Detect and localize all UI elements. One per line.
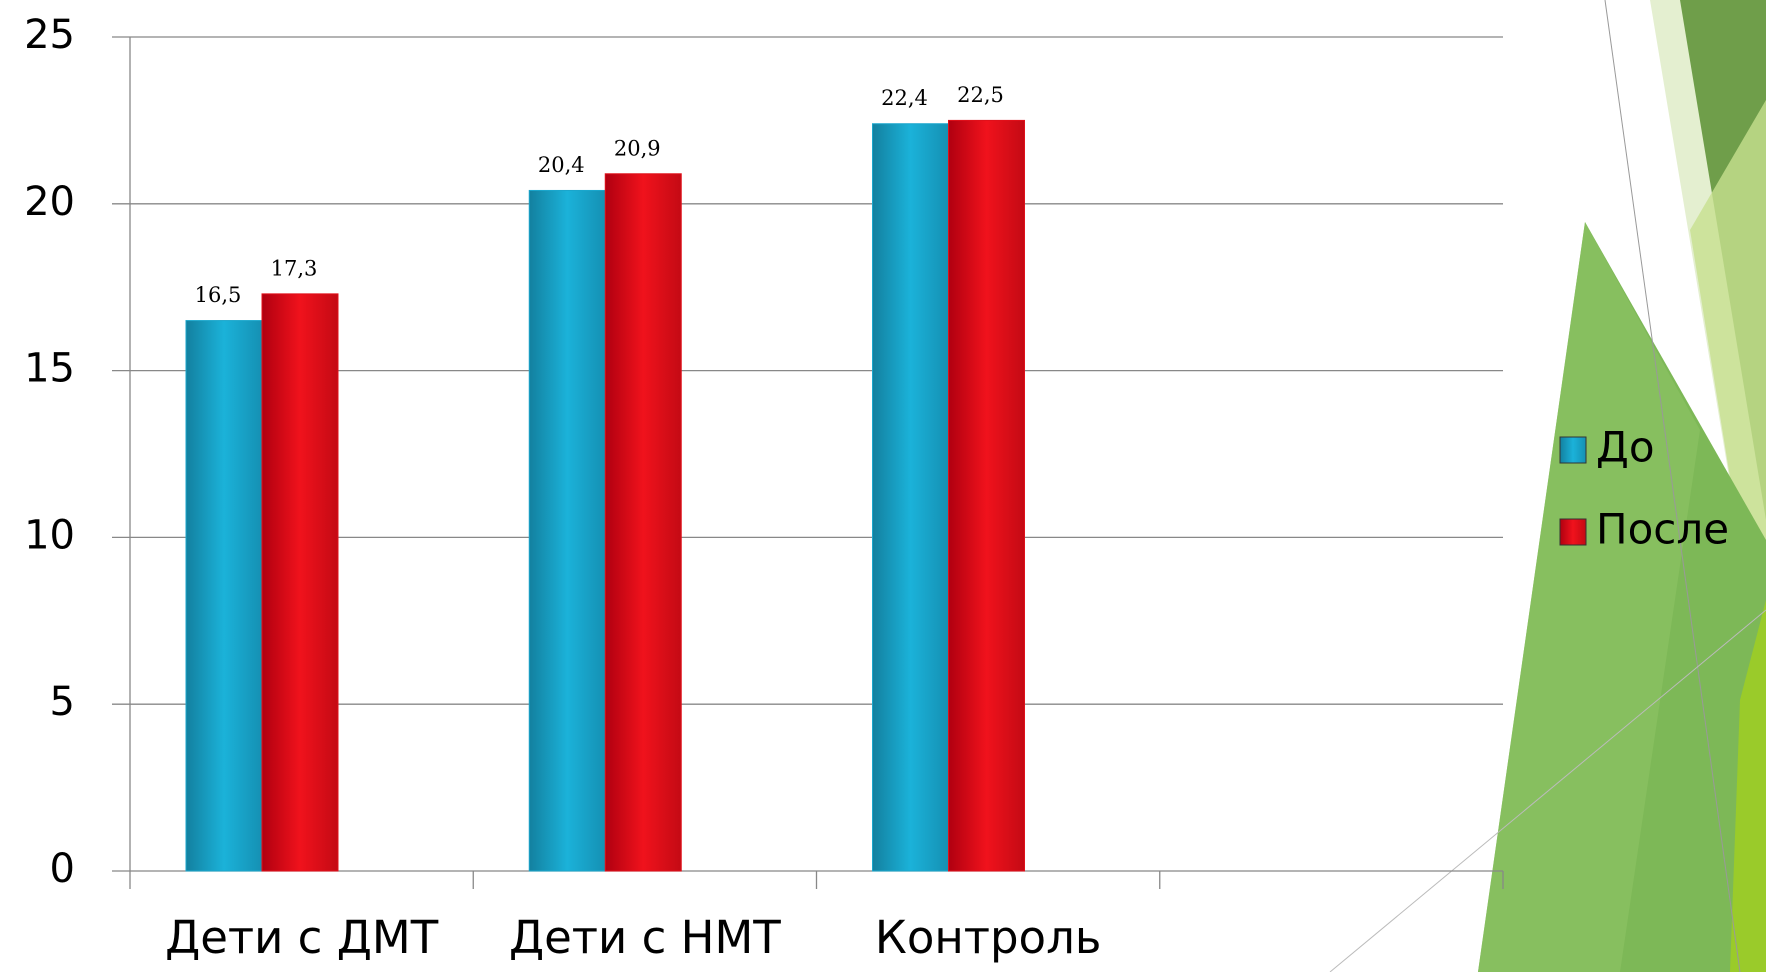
bar xyxy=(604,173,682,872)
bar xyxy=(261,293,339,872)
x-tick-label: Дети с ДМТ xyxy=(165,911,439,964)
legend-swatch xyxy=(1559,518,1587,546)
legend-swatch xyxy=(1559,436,1587,464)
y-tick-label: 25 xyxy=(24,12,75,58)
y-tick-label: 5 xyxy=(50,679,75,725)
legend-label: До xyxy=(1596,423,1655,472)
y-tick-label: 15 xyxy=(24,346,75,392)
bar xyxy=(528,189,606,872)
decoration xyxy=(1329,0,1766,972)
value-label: 22,5 xyxy=(957,83,1004,107)
legend-label: После xyxy=(1596,505,1729,554)
value-label: 20,4 xyxy=(538,153,585,177)
bar xyxy=(872,123,949,872)
bar xyxy=(185,320,263,872)
y-tick-label: 10 xyxy=(24,512,75,558)
bar xyxy=(948,119,1025,872)
y-tick-label: 0 xyxy=(50,846,75,892)
value-label: 20,9 xyxy=(614,136,661,160)
y-tick-label: 20 xyxy=(24,179,75,225)
value-label: 17,3 xyxy=(271,256,318,280)
value-label: 22,4 xyxy=(881,86,928,110)
value-label: 16,5 xyxy=(195,283,242,307)
x-tick-label: Дети с НМТ xyxy=(509,911,781,964)
x-tick-label: Контроль xyxy=(875,911,1102,964)
